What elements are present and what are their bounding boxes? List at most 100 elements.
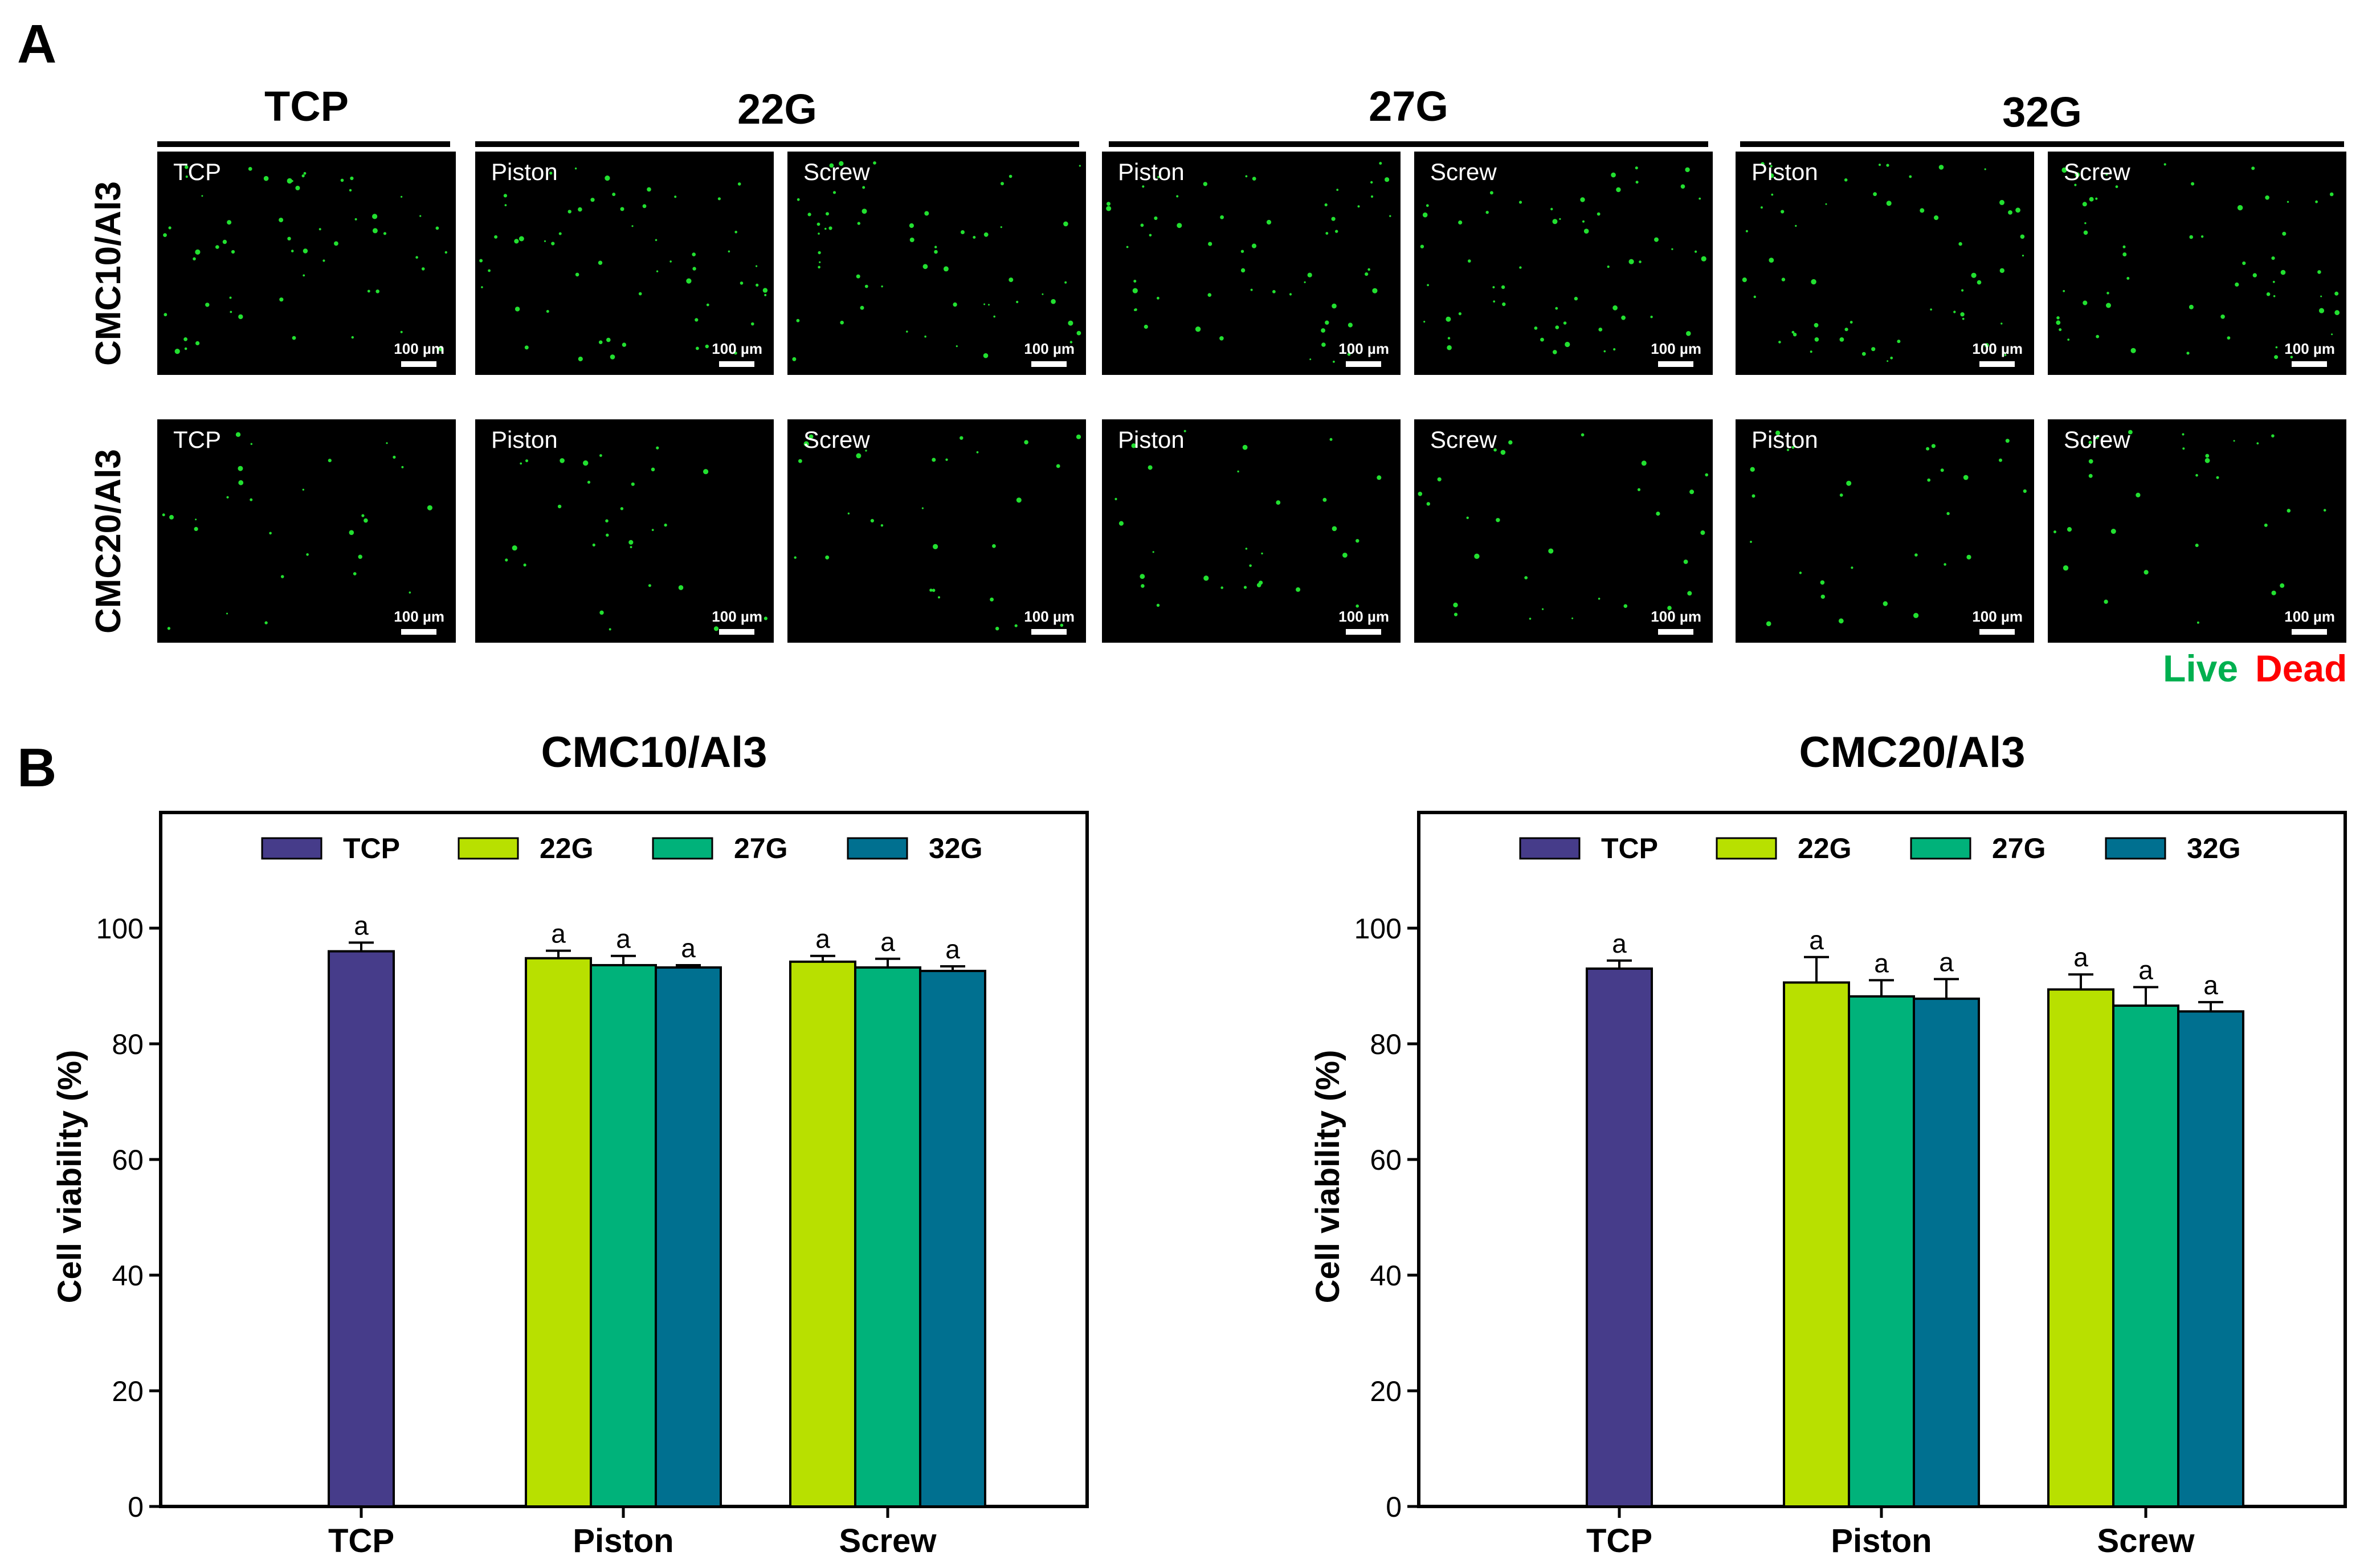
live-cell-dot [1700,530,1705,535]
live-cell-dot [1770,165,1773,168]
bar-22g-screw [2047,988,2114,1508]
live-cell-dot [185,175,188,178]
live-cell-dot [372,228,378,234]
live-cell-dot [932,589,936,592]
live-cell-dot [2265,195,2269,200]
live-cell-dot [2280,583,2285,588]
live-cell-dot [1427,284,1429,287]
live-cell-dot [1519,266,1522,269]
live-cell-dot [2182,447,2185,450]
dead-legend-label: Dead [2255,647,2347,689]
live-cell-dot [638,292,642,296]
live-cell-dot [1370,195,1374,198]
live-cell-dot [1966,554,1971,560]
live-cell-dot [1667,606,1672,610]
live-cell-dot [1064,281,1067,284]
live-cell-dot [1133,280,1137,283]
live-cell-dot [2216,476,2219,479]
live-cell-dot [2331,333,2333,336]
live-cell-dot [1356,539,1359,543]
live-cell-dot [2089,197,2094,202]
live-cell-dot [696,346,699,350]
live-cell-dot [647,187,651,192]
live-cell-dot [1883,601,1888,606]
live-cell-dot [1423,321,1426,323]
live-cell-dot [880,524,884,527]
live-cell-dot [1985,343,1989,348]
live-cell-dot [350,176,354,181]
live-cell-dot [2182,433,2185,436]
live-cell-dot [1009,277,1014,283]
live-cell-dot [1252,177,1256,181]
tile-label: Screw [2064,426,2130,453]
live-cell-dot [2220,315,2225,319]
live-cell-dot [1152,551,1154,553]
live-cell-dot [303,274,305,277]
cell-dots [162,432,432,630]
live-cell-dot [1156,603,1160,607]
live-cell-dot [367,289,370,293]
live-cell-dot [193,257,196,261]
live-cell-dot [2195,544,2199,548]
scale-bar [1031,361,1067,367]
live-legend-label: Live [2163,647,2239,689]
live-cell-dot [1745,230,1748,232]
live-cell-dot [1984,168,1986,170]
scale-bar [2292,361,2327,367]
live-cell-dot [1611,172,1616,178]
live-cell-dot [622,342,627,347]
live-cell-dot [2126,277,2130,280]
live-cell-dot [2067,527,2072,532]
live-cell-dot [1024,440,1028,444]
live-cell-dot [1926,447,1930,451]
live-cell-dot [807,213,811,217]
live-cell-dot [1474,553,1480,559]
live-cell-dot [2005,439,2010,443]
scale-bar-label: 100 µm [712,608,762,625]
live-cell-dot [2204,458,2210,463]
live-cell-dot [751,322,754,326]
live-cell-dot [1251,243,1257,248]
live-cell-dot [287,178,292,184]
cell-dots [1750,430,2027,626]
live-cell-dot [651,467,655,472]
legend-swatch-32g [847,837,908,860]
live-cell-dot [1761,162,1765,166]
live-cell-dot [215,245,219,249]
live-cell-dot [2264,523,2268,527]
live-cell-dot [609,628,611,631]
group-header-line-27g [1109,141,1708,147]
live-cell-dot [1781,210,1785,214]
live-cell-dot [279,297,284,302]
scale-bar [719,361,754,367]
live-cell-dot [828,226,832,230]
live-cell-dot [792,357,797,361]
cell-dots [2056,163,2340,360]
live-cell-dot [1548,548,1554,554]
live-cell-dot [2233,440,2235,442]
live-cell-dot [2110,529,2116,534]
live-cell-dot [1126,246,1129,248]
live-cell-dot [1799,571,1802,574]
cell-dots [2053,430,2326,624]
panel-b-letter: B [17,737,57,798]
bar-32g-screw [2177,1010,2244,1508]
live-cell-dot [1014,624,1018,627]
live-cell-dot [2205,454,2210,458]
live-cell-dot [279,218,284,223]
scale-bar-label: 100 µm [1972,340,2023,357]
micrograph-cmc20-22g-piston: Piston 100 µm [475,419,774,643]
live-cell-dot [168,226,172,230]
live-cell-dot [1240,268,1246,273]
live-cell-dot [909,223,914,228]
y-tick-label: 0 [1386,1491,1402,1523]
live-cell-dot [1142,185,1145,188]
live-cell-dot [1686,331,1691,336]
live-cell-dot [558,232,562,235]
live-cell-dot [1518,201,1522,204]
live-cell-dot [762,288,768,293]
live-cell-dot [1559,218,1561,220]
live-cell-dot [583,460,589,466]
group-header-line-tcp [157,141,450,147]
live-cell-dot [549,172,553,175]
